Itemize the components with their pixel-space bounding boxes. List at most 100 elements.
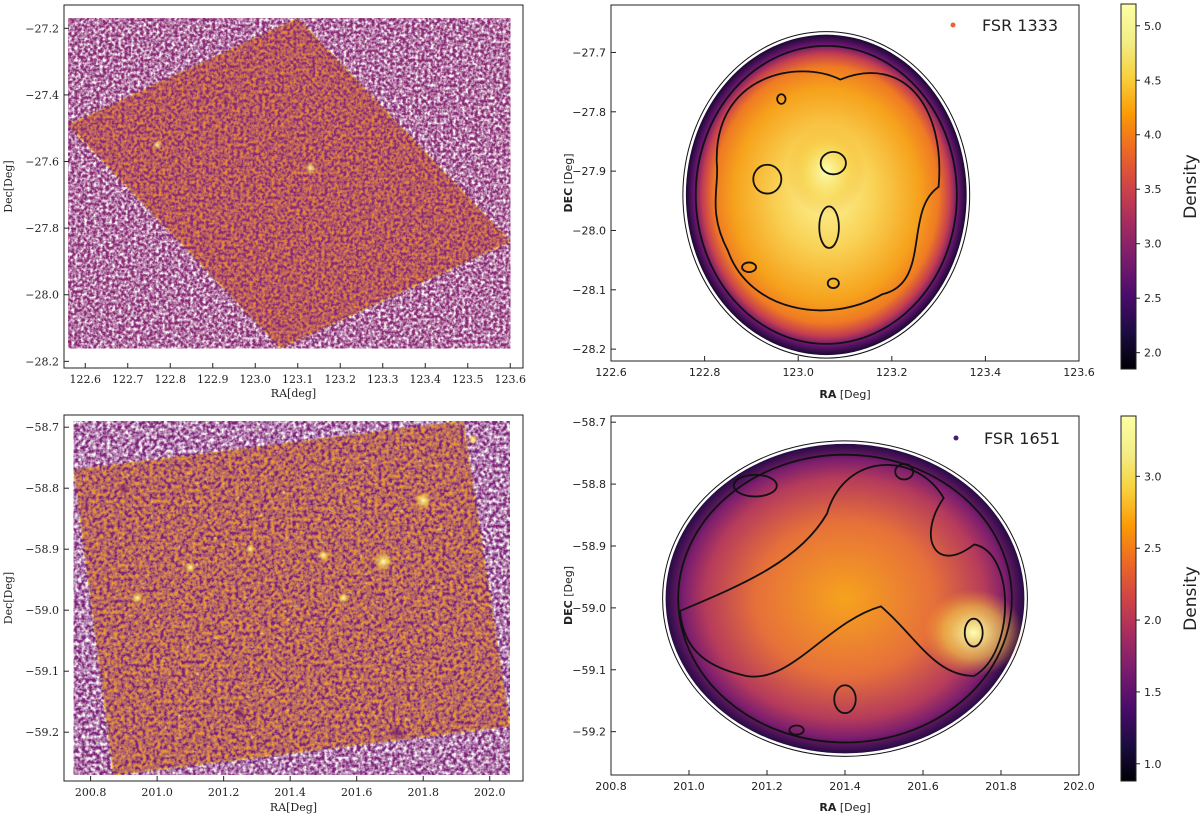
legend-label: FSR 1651	[984, 429, 1060, 448]
x-tick-label: 122.8	[155, 373, 187, 386]
y-tick-label: −59.2	[25, 726, 59, 739]
x-tick-label: 122.9	[197, 373, 229, 386]
y-tick-label: −58.7	[25, 421, 59, 434]
y-axis-label-rest: [Deg]	[562, 566, 575, 600]
x-axis-label: RA[deg]	[271, 387, 316, 400]
colorbar-label: Density	[1181, 154, 1200, 219]
x-tick-label: 201.2	[751, 780, 783, 793]
y-axis-label-bold: DEC	[562, 188, 575, 213]
x-axis-label-bold: RA	[819, 801, 836, 814]
y-tick-label: −59.1	[25, 665, 59, 678]
peak-contour	[826, 277, 840, 289]
y-tick-label: −27.9	[572, 165, 606, 178]
density-map	[665, 443, 1025, 754]
x-tick-label: 123.4	[970, 366, 1002, 379]
density-map	[685, 34, 967, 356]
colorbar-tick-label: 5.0	[1144, 20, 1162, 33]
bright-spot	[468, 434, 479, 445]
panel-bottom-right: 200.8 201.0 201.2 201.4 201.6 201.8 202.0 −58.7…	[562, 415, 1200, 814]
y-tick-label: −27.6	[25, 156, 59, 169]
edge-contour	[677, 453, 1013, 744]
bright-spot	[184, 561, 197, 574]
inner-contour	[678, 464, 1007, 678]
x-tick-label: 202.0	[474, 786, 506, 799]
y-tick-label: −27.2	[25, 22, 59, 35]
colorbar-label: Density	[1181, 566, 1200, 631]
x-tick-label: 123.6	[1063, 366, 1095, 379]
density-peak	[786, 126, 866, 216]
x-tick-label: 201.6	[341, 786, 373, 799]
x-tick-label: 201.0	[673, 780, 705, 793]
y-tick-label: −58.9	[572, 540, 606, 553]
panel-top-left: 122.6 122.7 122.8 122.9 123.0 123.1 123.2 123.3…	[2, 4, 527, 400]
legend-marker	[950, 22, 956, 28]
x-axis-label-bold: RA	[819, 388, 836, 401]
y-axis-label: Dec[Deg]	[2, 572, 15, 624]
colorbar-tick-label: 4.5	[1144, 74, 1162, 87]
x-axis-label: RA [Deg]	[819, 801, 870, 814]
legend-marker	[953, 435, 959, 441]
colorbar-tick-label: 2.0	[1144, 347, 1162, 360]
dark-spot	[221, 97, 230, 106]
x-tick-label: 123.2	[876, 366, 908, 379]
y-tick-label: −28.2	[25, 355, 59, 368]
y-tick-label: −59.0	[25, 604, 59, 617]
colorbar-tick-label: 1.0	[1144, 758, 1162, 771]
x-axis-label-rest: [Deg]	[836, 388, 870, 401]
x-tick-label: 122.8	[689, 366, 721, 379]
y-tick-label: −58.7	[572, 416, 606, 429]
legend-label: FSR 1333	[982, 16, 1058, 35]
inner-contour	[714, 70, 941, 312]
survey-footprint	[66, 17, 512, 349]
y-tick-label: −27.8	[25, 222, 59, 235]
colorbar-tick-label: 3.0	[1144, 470, 1162, 483]
x-tick-label: 123.0	[240, 373, 272, 386]
x-tick-label: 201.8	[407, 786, 439, 799]
colorbar-tick-label: 2.5	[1144, 292, 1162, 305]
x-tick-label: 200.8	[75, 786, 107, 799]
bright-spot	[304, 162, 317, 175]
y-axis-label-rest: [Deg]	[562, 153, 575, 187]
x-tick-label: 201.6	[907, 780, 939, 793]
x-tick-label: 201.4	[274, 786, 306, 799]
outer-contour	[662, 440, 1028, 757]
bright-spot	[152, 139, 163, 150]
x-tick-label: 202.0	[1063, 780, 1095, 793]
x-tick-label: 123.1	[282, 373, 314, 386]
panel-top-right: 122.6 122.8 123.0 123.2 123.4 123.6 −27.7 −27.8…	[562, 3, 1200, 401]
y-tick-label: −28.1	[572, 284, 606, 297]
colorbar-tick-label: 2.5	[1144, 542, 1162, 555]
x-tick-label: 122.6	[595, 366, 627, 379]
peak-contour	[819, 151, 847, 176]
survey-footprint	[73, 420, 511, 776]
x-tick-label: 123.2	[325, 373, 357, 386]
bright-spot	[373, 551, 394, 572]
colorbar: 1.0 1.5 2.0 2.5 3.0 Density	[1120, 415, 1200, 782]
peak-contour	[894, 463, 915, 481]
y-tick-label: −58.9	[25, 543, 59, 556]
y-axis-label: DEC [Deg]	[562, 566, 575, 625]
y-tick-label: −27.7	[572, 46, 606, 59]
y-tick-label: −58.8	[25, 482, 59, 495]
x-tick-label: 123.6	[495, 373, 527, 386]
peak-contour	[833, 684, 857, 715]
x-tick-label: 200.8	[595, 780, 627, 793]
x-tick-label: 201.8	[985, 780, 1017, 793]
x-tick-label: 123.5	[452, 373, 484, 386]
dark-spot	[77, 197, 85, 206]
y-tick-label: −27.8	[572, 106, 606, 119]
peak-contour	[732, 473, 778, 498]
colorbar-gradient	[1120, 3, 1137, 370]
x-axis-label: RA[Deg]	[270, 801, 317, 814]
edge-contour	[694, 44, 958, 345]
panel-bottom-left: 200.8 201.0 201.2 201.4 201.6 201.8 202.0 −58.7…	[2, 414, 524, 814]
peak-contour	[741, 261, 757, 273]
density-contours	[682, 31, 971, 359]
y-tick-label: −59.0	[572, 602, 606, 615]
y-tick-label: −59.1	[572, 664, 606, 677]
y-tick-label: −59.2	[572, 726, 606, 739]
bright-spot	[414, 491, 433, 510]
colorbar-tick-label: 4.0	[1144, 129, 1162, 142]
x-axis-label: RA [Deg]	[819, 388, 870, 401]
dark-spot	[117, 482, 130, 495]
